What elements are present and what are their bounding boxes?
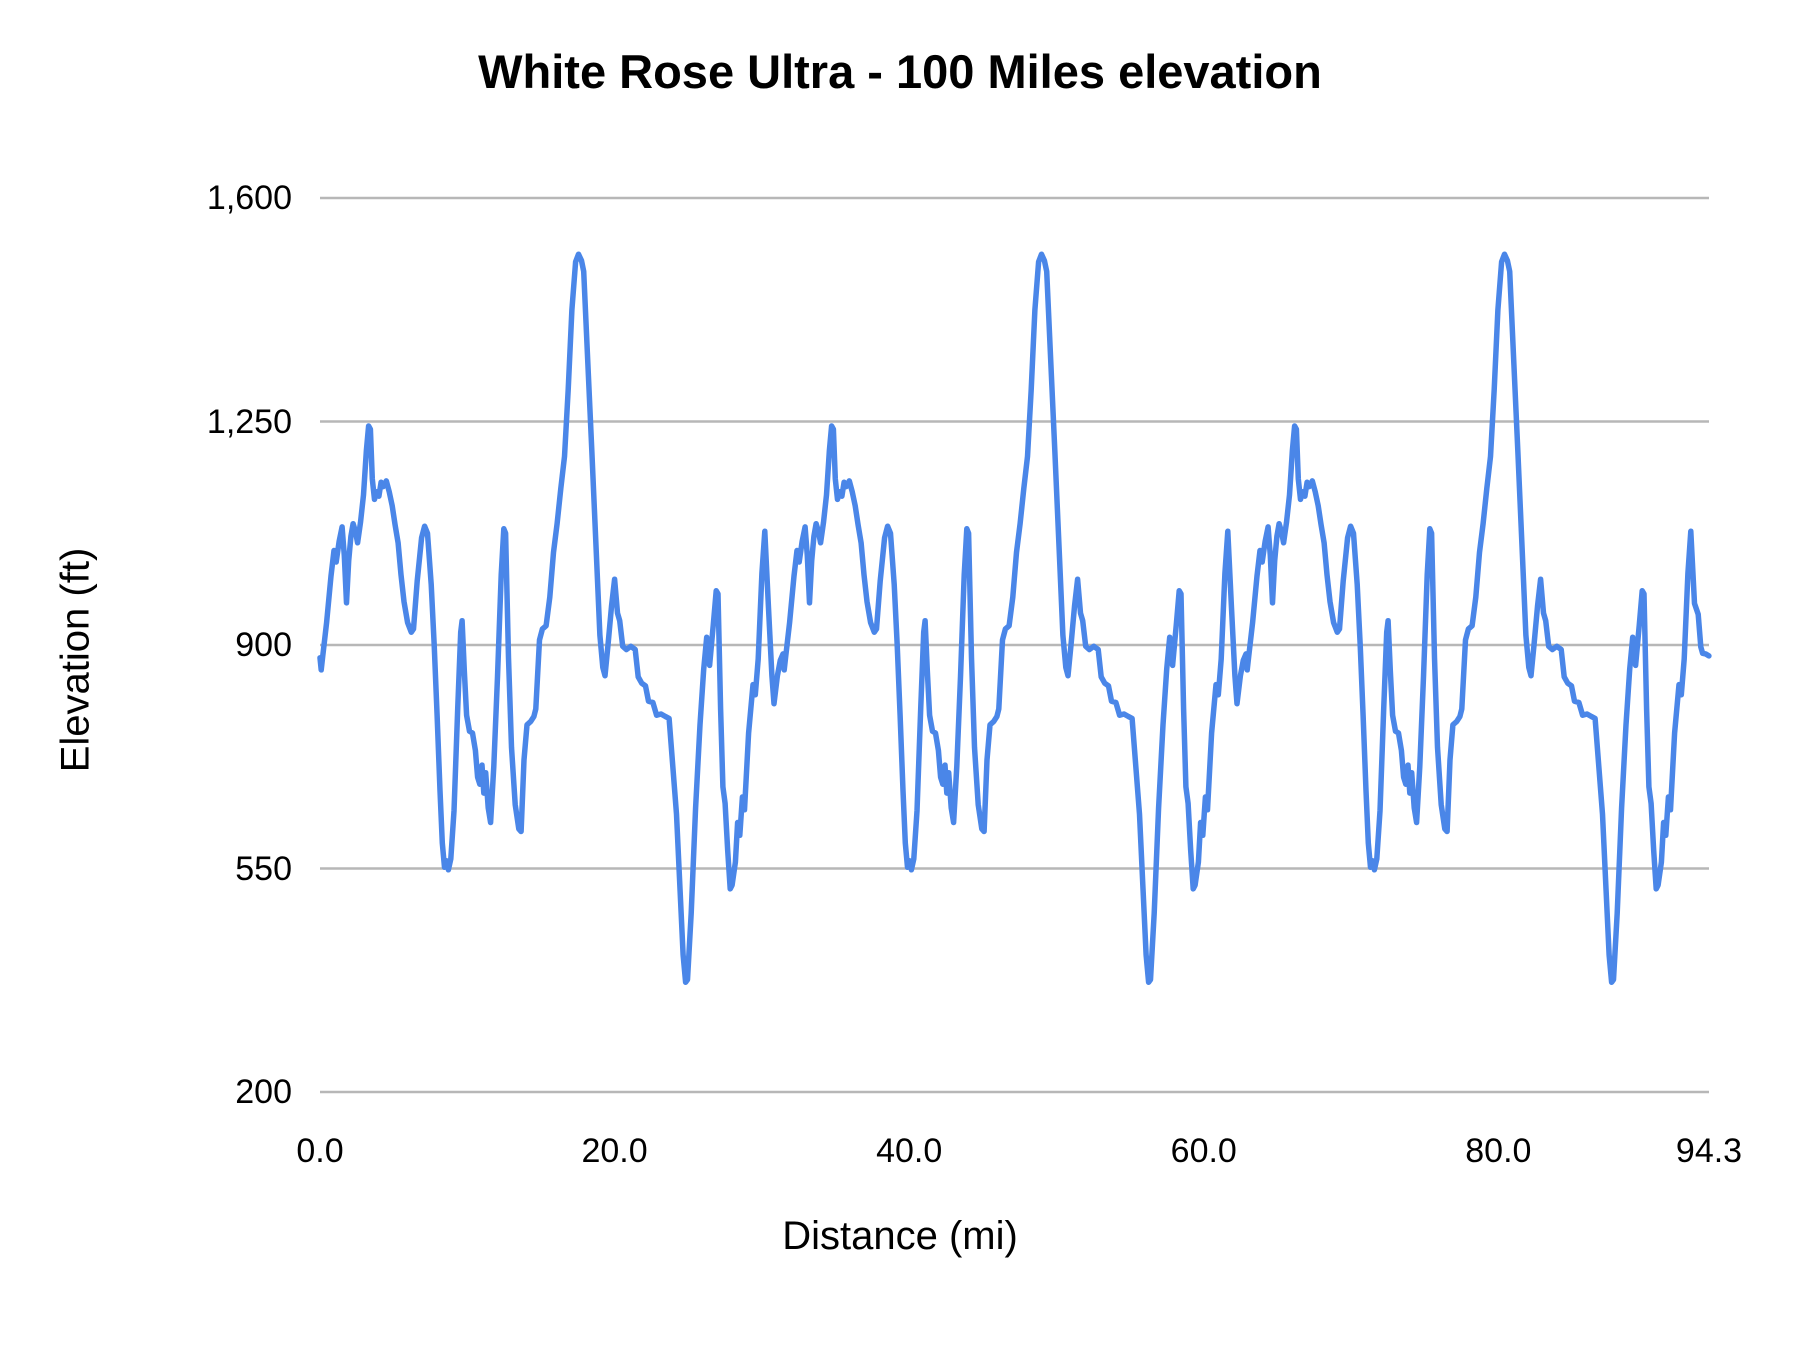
y-axis-title: Elevation (ft): [53, 547, 98, 773]
y-tick-label-1,250: 1,250: [206, 402, 292, 441]
y-tick-label-550: 550: [235, 849, 292, 888]
x-tick-label-60.0: 60.0: [1170, 1132, 1237, 1170]
x-tick-label-0.0: 0.0: [296, 1132, 344, 1170]
x-axis-title: Distance (mi): [782, 1214, 1018, 1258]
x-tick-label-94.3: 94.3: [1675, 1132, 1743, 1170]
y-tick-label-1,600: 1,600: [206, 179, 292, 217]
chart-title: White Rose Ultra - 100 Miles elevation: [478, 45, 1322, 98]
elevation-line-series: [317, 251, 1712, 985]
y-tick-label-200: 200: [235, 1073, 292, 1111]
y-tick-label-900: 900: [235, 626, 292, 664]
x-tick-label-20.0: 20.0: [581, 1132, 648, 1170]
x-tick-label-40.0: 40.0: [876, 1132, 943, 1170]
horizontal-gridlines: [320, 196, 1709, 1094]
x-tick-label-80.0: 80.0: [1465, 1132, 1532, 1170]
